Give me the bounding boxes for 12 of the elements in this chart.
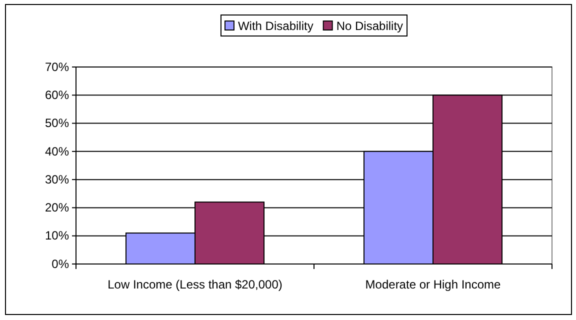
x-tick-label: Low Income (Less than $20,000) [108, 278, 282, 292]
y-tick-label: 10% [44, 228, 70, 243]
legend-label: No Disability [336, 19, 404, 33]
y-tick-label: 0% [52, 256, 70, 271]
legend-label: With Disability [238, 19, 314, 33]
y-tick-label: 30% [44, 172, 70, 186]
y-tick-label: 60% [44, 88, 70, 102]
y-tick-label: 50% [44, 116, 70, 130]
y-tick-label: 40% [44, 144, 70, 158]
x-tick-label: Moderate or High Income [365, 278, 502, 292]
y-tick-label: 20% [44, 200, 70, 215]
y-tick-label: 70% [44, 60, 70, 74]
